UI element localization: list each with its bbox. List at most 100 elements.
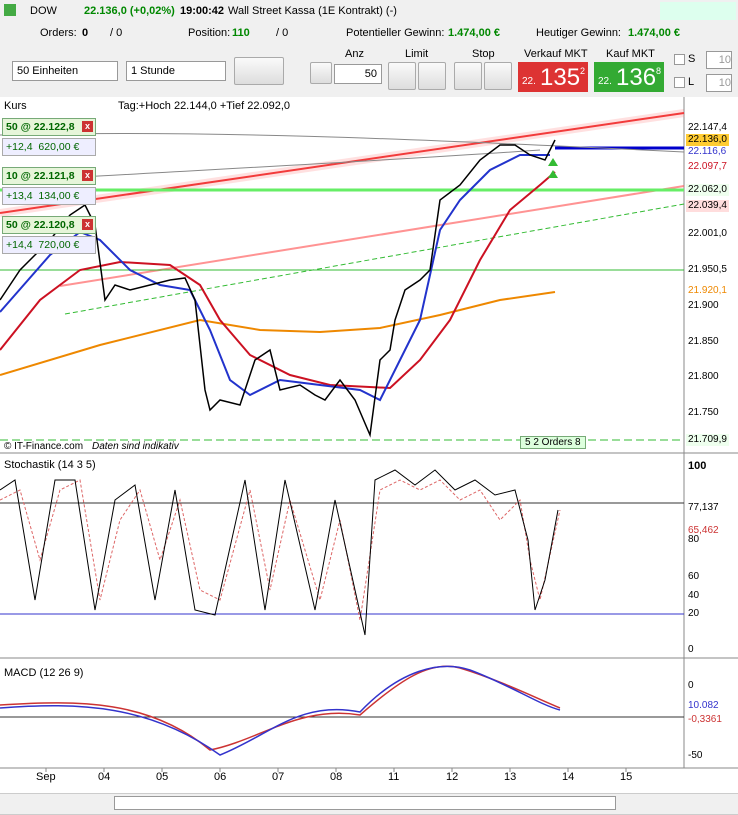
- axis-label: 20: [688, 608, 700, 619]
- buy-label: Kauf MKT: [606, 48, 655, 60]
- position-body: +12,4 620,00 €: [2, 138, 96, 156]
- x-tick-label: Sep: [36, 771, 56, 783]
- pot: 1.474,00 €: [448, 27, 500, 39]
- close[interactable]: x: [82, 170, 93, 181]
- scrollbar[interactable]: [114, 796, 616, 810]
- points: +12,4: [6, 141, 33, 153]
- panel-title: MACD (12 26 9): [4, 667, 84, 679]
- axis-label: 77,137: [686, 502, 721, 514]
- position: 110: [232, 27, 250, 39]
- axis-label: 10.082: [688, 700, 719, 711]
- panel-title: Kurs: [4, 100, 27, 112]
- axis-label: 65,462: [688, 525, 719, 536]
- buy-frac: 8: [656, 66, 662, 76]
- buy-big: 136: [616, 64, 657, 91]
- x-tick-label: 11: [388, 771, 399, 783]
- s-check[interactable]: [674, 54, 685, 65]
- axis-label: 22.097,7: [688, 161, 727, 172]
- sell-label: Verkauf MKT: [524, 48, 588, 60]
- x-tick-label: 14: [562, 771, 574, 783]
- eur: 720,00 €: [38, 239, 80, 251]
- axis-label: 22.039,4: [686, 200, 729, 212]
- position-head: 50 @ 22.122,8 x: [2, 118, 96, 136]
- x-tick-label: 04: [98, 771, 110, 783]
- period-select[interactable]: 1 Stunde: [126, 61, 226, 81]
- sell-big: 135: [540, 64, 581, 91]
- axis-label: 22.001,0: [688, 228, 727, 239]
- position-2: / 0: [276, 27, 289, 39]
- position-box[interactable]: 50 @ 22.120,8 x +14,4 720,00 €: [2, 216, 96, 254]
- points: +13,4: [6, 190, 33, 202]
- position-body: +13,4 134,00 €: [2, 187, 96, 205]
- orders-2: / 0: [110, 27, 123, 39]
- indicator-button[interactable]: [234, 57, 284, 85]
- axis-label: 21.850: [688, 336, 719, 347]
- l-check[interactable]: [674, 77, 685, 88]
- position-label: Position:: [188, 27, 231, 39]
- orders-tag[interactable]: 5 2 Orders 8: [520, 436, 586, 449]
- position-box[interactable]: 10 @ 22.121,8 x +13,4 134,00 €: [2, 167, 96, 205]
- close[interactable]: x: [82, 219, 93, 230]
- l-label: L: [688, 76, 695, 88]
- axis-label: 40: [688, 590, 700, 601]
- sell-button[interactable]: 22. 135 2: [518, 62, 588, 92]
- axis-label: 21.920,1: [688, 285, 727, 296]
- limit-label: Limit: [405, 48, 429, 60]
- copyright: © IT-Finance.com: [4, 441, 84, 452]
- position-head: 10 @ 22.121,8 x: [2, 167, 96, 185]
- sell-small: 22.: [522, 76, 536, 87]
- today: 1.474,00 €: [628, 27, 680, 39]
- symbol[interactable]: DOW: [30, 5, 57, 17]
- x-tick-label: 06: [214, 771, 226, 783]
- time: 19:00:42: [180, 5, 225, 17]
- axis-label: 22.116,6: [688, 146, 727, 157]
- today-label: Heutiger Gewinn:: [536, 27, 621, 39]
- points: +14,4: [6, 239, 33, 251]
- window-controls[interactable]: [660, 2, 736, 20]
- axis-label: 21.800: [688, 371, 719, 382]
- position-box[interactable]: 50 @ 22.122,8 x +12,4 620,00 €: [2, 118, 96, 156]
- instrument: Wall Street Kassa (1E Kontrakt) (-): [228, 5, 397, 17]
- disclaimer: Daten sind indikativ: [92, 441, 179, 452]
- chart-area: Sep 04 05 06 07 08 11 12 13 14 15: [0, 97, 738, 793]
- text: 50 @ 22.122,8: [6, 121, 75, 133]
- text: 50 @ 22.120,8: [6, 219, 75, 231]
- axis-label: 60: [688, 571, 700, 582]
- eur: 620,00 €: [38, 141, 80, 153]
- stop-buy[interactable]: [454, 62, 482, 90]
- x-tick-label: 12: [446, 771, 458, 783]
- buy-small: 22.: [598, 76, 612, 87]
- orders: 0: [82, 27, 89, 39]
- anz-input[interactable]: 50: [334, 64, 382, 84]
- anz-label: Anz: [345, 48, 364, 60]
- limit-buy[interactable]: [388, 62, 416, 90]
- axis-label: 21.950,5: [688, 264, 727, 275]
- axis-label: 22.062,0: [686, 184, 729, 196]
- limit-sell[interactable]: [418, 62, 446, 90]
- text: 10 @ 22.121,8: [6, 170, 75, 182]
- units-select[interactable]: 50 Einheiten: [12, 61, 118, 81]
- buy-button[interactable]: 22. 136 8: [594, 62, 664, 92]
- x-tick-label: 13: [504, 771, 516, 783]
- l-input[interactable]: 10: [706, 74, 732, 92]
- stop-sell[interactable]: [484, 62, 512, 90]
- axis-label: 21.750: [688, 407, 719, 418]
- axis-label: 0: [688, 644, 694, 655]
- icon: [4, 4, 16, 16]
- x-tick-label: 05: [156, 771, 168, 783]
- axis-label: 22.136,0: [686, 134, 729, 146]
- axis-label: 22.147,4: [686, 122, 729, 134]
- x-tick-label: 08: [330, 771, 342, 783]
- pot-label: Potentieller Gewinn:: [346, 27, 445, 39]
- x-tick-label: 15: [620, 771, 632, 783]
- close[interactable]: x: [82, 121, 93, 132]
- axis-label: 0: [688, 680, 694, 691]
- position-head: 50 @ 22.120,8 x: [2, 216, 96, 234]
- axis-label: -50: [688, 750, 703, 761]
- sell-frac: 2: [580, 66, 586, 76]
- price: 22.136,0 (+0,02%): [84, 5, 175, 17]
- day-info: Tag:+Hoch 22.144,0 +Tief 22.092,0: [118, 100, 291, 112]
- panel-title: Stochastik (14 3 5): [4, 459, 96, 471]
- s-input[interactable]: 10: [706, 51, 732, 69]
- tool-button[interactable]: [310, 62, 332, 84]
